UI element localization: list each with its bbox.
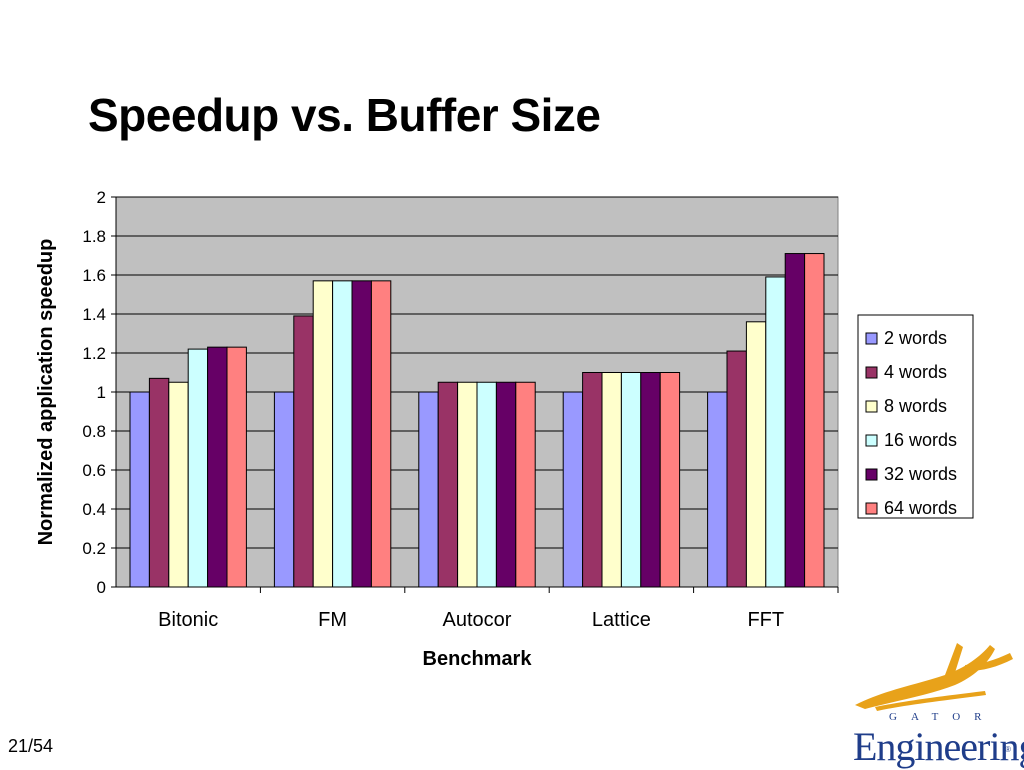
y-tick-label: 1.2 <box>82 344 106 363</box>
bar-bitonic-64-words <box>226 346 247 588</box>
y-tick-label: 1 <box>97 383 106 402</box>
bar-fm-4-words <box>293 315 314 588</box>
bar-fm-32-words <box>351 280 372 588</box>
legend-entry: 8 words <box>884 396 947 416</box>
logo-subtitle: GATOR <box>889 711 996 723</box>
y-tick-label: 1.6 <box>82 266 106 285</box>
bar-bitonic-16-words <box>187 348 209 588</box>
legend-swatch <box>865 332 878 345</box>
bar-lattice-64-words <box>659 372 681 588</box>
bar-fm-64-words <box>370 280 392 588</box>
x-category-label: Lattice <box>592 609 651 631</box>
bar-fm-16-words <box>332 280 353 588</box>
y-tick-label: 0.4 <box>82 500 106 519</box>
y-tick-label: 0.2 <box>82 539 106 558</box>
bar-lattice-8-words <box>601 372 622 588</box>
y-tick-label: 1.8 <box>82 227 106 246</box>
legend-entry: 4 words <box>884 362 947 382</box>
bar-autocor-2-words <box>418 391 439 588</box>
bar-fft-64-words <box>804 253 825 588</box>
y-tick-label: 0 <box>97 578 106 597</box>
bar-bitonic-2-words <box>129 391 150 588</box>
y-tick-label: 0.6 <box>82 461 106 480</box>
x-category-label: FFT <box>747 609 784 631</box>
legend-swatch <box>865 434 878 447</box>
bar-fft-2-words <box>707 391 728 588</box>
legend-entry: 32 words <box>884 464 957 484</box>
bar-autocor-4-words <box>437 381 459 588</box>
bar-fft-8-words <box>745 321 767 588</box>
legend-entry: 64 words <box>884 498 957 518</box>
legend-swatch <box>865 366 878 379</box>
gator-engineering-logo: GATOR Engineering ® <box>845 635 1024 769</box>
speedup-bar-chart: 0 0.2 0.4 0.6 0.8 1 1.2 1.4 1.6 1.8 2 Bitonic FM Auto… <box>35 188 974 670</box>
y-tick-label: 2 <box>97 188 106 207</box>
bar-autocor-64-words <box>515 381 536 588</box>
legend-swatch <box>865 400 878 413</box>
bar-fm-2-words <box>273 391 295 588</box>
bar-fft-32-words <box>784 253 806 588</box>
bar-lattice-2-words <box>562 391 584 588</box>
bar-fft-4-words <box>726 350 747 588</box>
y-axis-title: Normalized application speedup <box>35 239 57 546</box>
page-number: 21/54 <box>8 736 54 756</box>
gator-icon <box>855 643 1013 711</box>
bar-lattice-4-words <box>582 372 603 588</box>
bar-fm-8-words <box>312 280 334 588</box>
bar-fft-16-words <box>765 276 786 588</box>
legend-entry: 16 words <box>884 430 957 450</box>
bar-bitonic-4-words <box>148 377 170 588</box>
legend-swatch <box>865 502 878 515</box>
x-category-label: FM <box>318 609 347 631</box>
slide-title: Speedup vs. Buffer Size <box>88 89 601 141</box>
legend-box <box>857 314 974 519</box>
bar-lattice-16-words <box>620 372 642 588</box>
x-category-label: Bitonic <box>158 609 218 631</box>
legend-swatch <box>865 468 878 481</box>
bar-autocor-32-words <box>495 381 517 588</box>
bar-bitonic-32-words <box>207 346 228 588</box>
x-axis-title: Benchmark <box>423 648 533 670</box>
bar-autocor-8-words <box>457 381 478 588</box>
y-tick-label: 1.4 <box>82 305 106 324</box>
logo-wordmark: Engineering <box>853 724 1024 769</box>
x-category-label: Autocor <box>443 609 512 631</box>
logo-registered-mark: ® <box>1005 745 1011 754</box>
y-tick-label: 0.8 <box>82 422 106 441</box>
bar-autocor-16-words <box>476 381 497 588</box>
bar-bitonic-8-words <box>168 381 189 588</box>
legend-entry: 2 words <box>884 328 947 348</box>
bar-lattice-32-words <box>640 372 661 588</box>
